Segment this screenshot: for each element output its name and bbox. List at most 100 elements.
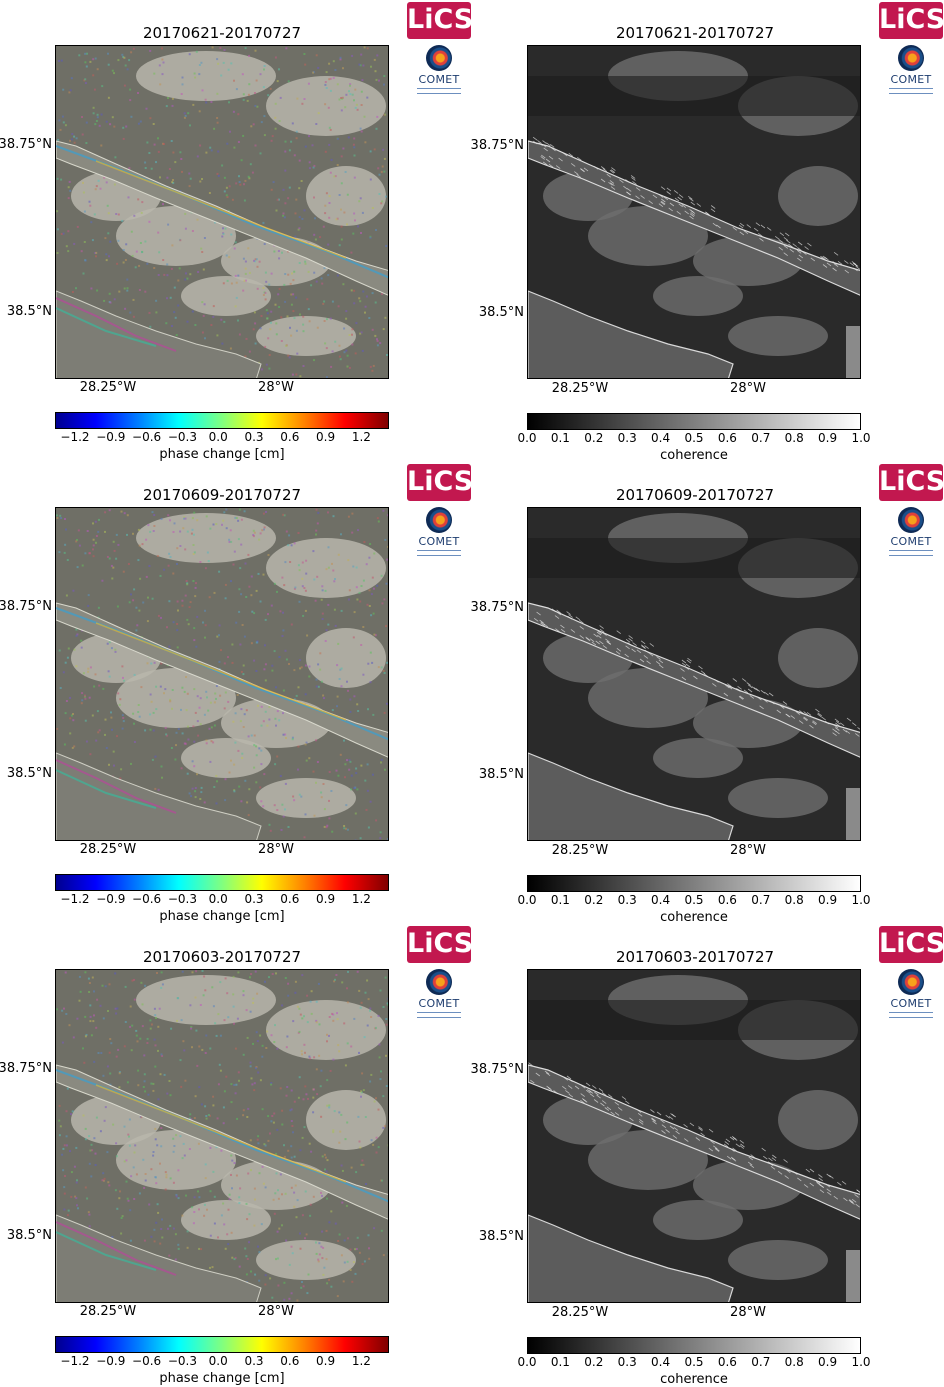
coherence-panel: 20170603-20170727 38.75°N 38.5°N 28.25°W… xyxy=(472,924,944,1386)
comet-logo: COMET xyxy=(409,45,469,95)
coherence-colorbar xyxy=(527,875,861,892)
colorbar-tick-label: 0.0 xyxy=(198,1354,238,1368)
comet-emblem-icon xyxy=(898,45,924,71)
colorbar-tick-label: 1.0 xyxy=(841,893,881,907)
lon-tick-label: 28.25°W xyxy=(68,1304,148,1319)
phase-colorbar xyxy=(55,1336,389,1353)
lat-tick-label: 38.75°N xyxy=(0,599,52,614)
phase-map xyxy=(55,969,389,1303)
lon-tick-label: 28.25°W xyxy=(68,380,148,395)
row-1: 20170621-20170727 38.75°N 38.5°N 28.25°W… xyxy=(0,0,944,462)
colorbar-tick-label: −0.6 xyxy=(127,430,167,444)
colorbar-tick-label: −1.2 xyxy=(55,1354,95,1368)
lon-tick-label: 28°W xyxy=(708,1305,788,1320)
lon-tick-label: 28.25°W xyxy=(540,843,620,858)
colorbar-tick-label: 0.0 xyxy=(198,892,238,906)
row-3: 20170603-20170727 38.75°N 38.5°N 28.25°W… xyxy=(0,924,944,1386)
phase-panel: 20170621-20170727 38.75°N 38.5°N 28.25°W… xyxy=(0,0,472,462)
lat-tick-label: 38.5°N xyxy=(468,305,524,320)
lat-tick-label: 38.5°N xyxy=(0,304,52,319)
colorbar-tick-label: 0.6 xyxy=(270,892,310,906)
comet-emblem-icon xyxy=(426,507,452,533)
lon-tick-label: 28°W xyxy=(236,380,316,395)
phase-colorbar-label: phase change [cm] xyxy=(55,447,389,462)
panel-title: 20170621-20170727 xyxy=(0,24,444,42)
lat-tick-label: 38.75°N xyxy=(468,138,524,153)
lon-tick-label: 28°W xyxy=(708,381,788,396)
comet-logo: COMET xyxy=(409,969,469,1019)
lon-tick-label: 28.25°W xyxy=(540,1305,620,1320)
lon-tick-label: 28°W xyxy=(236,842,316,857)
colorbar-tick-label: −0.9 xyxy=(91,430,131,444)
colorbar-tick-label: 0.3 xyxy=(234,1354,274,1368)
coherence-colorbar-label: coherence xyxy=(527,1372,861,1387)
coherence-colorbar xyxy=(527,1337,861,1354)
lat-tick-label: 38.75°N xyxy=(0,1061,52,1076)
colorbar-tick-label: −0.9 xyxy=(91,1354,131,1368)
comet-emblem-icon xyxy=(426,45,452,71)
comet-logo: COMET xyxy=(881,969,941,1019)
colorbar-tick-label: 0.9 xyxy=(306,430,346,444)
phase-colorbar-label: phase change [cm] xyxy=(55,909,389,924)
colorbar-tick-label: 1.2 xyxy=(341,430,381,444)
colorbar-tick-label: −0.6 xyxy=(127,1354,167,1368)
coherence-map xyxy=(527,507,861,841)
comet-emblem-icon xyxy=(426,969,452,995)
comet-logo: COMET xyxy=(881,45,941,95)
colorbar-tick-label: 1.0 xyxy=(841,431,881,445)
colorbar-tick-label: 1.2 xyxy=(341,892,381,906)
coherence-map xyxy=(527,45,861,379)
lat-tick-label: 38.5°N xyxy=(468,1229,524,1244)
comet-emblem-icon xyxy=(898,969,924,995)
lat-tick-label: 38.75°N xyxy=(468,1062,524,1077)
comet-logo: COMET xyxy=(409,507,469,557)
colorbar-tick-label: 0.6 xyxy=(270,430,310,444)
colorbar-tick-label: −0.3 xyxy=(162,892,202,906)
coherence-colorbar-label: coherence xyxy=(527,448,861,463)
colorbar-tick-label: −1.2 xyxy=(55,892,95,906)
colorbar-tick-label: 0.9 xyxy=(306,1354,346,1368)
panel-title: 20170621-20170727 xyxy=(472,24,918,42)
coherence-panel: 20170609-20170727 38.75°N 38.5°N 28.25°W… xyxy=(472,462,944,924)
panel-title: 20170609-20170727 xyxy=(0,486,444,504)
lat-tick-label: 38.75°N xyxy=(0,137,52,152)
colorbar-tick-label: −0.6 xyxy=(127,892,167,906)
phase-map xyxy=(55,507,389,841)
lics-logo: LiCS xyxy=(407,926,471,963)
phase-panel: 20170603-20170727 38.75°N 38.5°N 28.25°W… xyxy=(0,924,472,1386)
colorbar-tick-label: 0.6 xyxy=(270,1354,310,1368)
coherence-map xyxy=(527,969,861,1303)
colorbar-tick-label: −0.3 xyxy=(162,430,202,444)
phase-map xyxy=(55,45,389,379)
lat-tick-label: 38.5°N xyxy=(0,766,52,781)
comet-emblem-icon xyxy=(898,507,924,533)
colorbar-tick-label: 0.3 xyxy=(234,430,274,444)
lat-tick-label: 38.5°N xyxy=(0,1228,52,1243)
coherence-colorbar xyxy=(527,413,861,430)
phase-colorbar-label: phase change [cm] xyxy=(55,1371,389,1386)
panel-title: 20170603-20170727 xyxy=(0,948,444,966)
colorbar-tick-label: 1.0 xyxy=(841,1355,881,1369)
lat-tick-label: 38.5°N xyxy=(468,767,524,782)
lics-logo: LiCS xyxy=(407,2,471,39)
lics-logo: LiCS xyxy=(879,926,943,963)
row-2: 20170609-20170727 38.75°N 38.5°N 28.25°W… xyxy=(0,462,944,924)
colorbar-tick-label: −0.9 xyxy=(91,892,131,906)
lon-tick-label: 28.25°W xyxy=(540,381,620,396)
phase-colorbar xyxy=(55,412,389,429)
lon-tick-label: 28.25°W xyxy=(68,842,148,857)
lon-tick-label: 28°W xyxy=(708,843,788,858)
colorbar-tick-label: 0.9 xyxy=(306,892,346,906)
coherence-panel: 20170621-20170727 38.75°N 38.5°N 28.25°W… xyxy=(472,0,944,462)
lics-logo: LiCS xyxy=(879,2,943,39)
colorbar-tick-label: 0.0 xyxy=(198,430,238,444)
lics-logo: LiCS xyxy=(879,464,943,501)
colorbar-tick-label: 1.2 xyxy=(341,1354,381,1368)
phase-colorbar xyxy=(55,874,389,891)
comet-logo: COMET xyxy=(881,507,941,557)
colorbar-tick-label: −1.2 xyxy=(55,430,95,444)
lon-tick-label: 28°W xyxy=(236,1304,316,1319)
lics-logo: LiCS xyxy=(407,464,471,501)
panel-title: 20170609-20170727 xyxy=(472,486,918,504)
colorbar-tick-label: 0.3 xyxy=(234,892,274,906)
